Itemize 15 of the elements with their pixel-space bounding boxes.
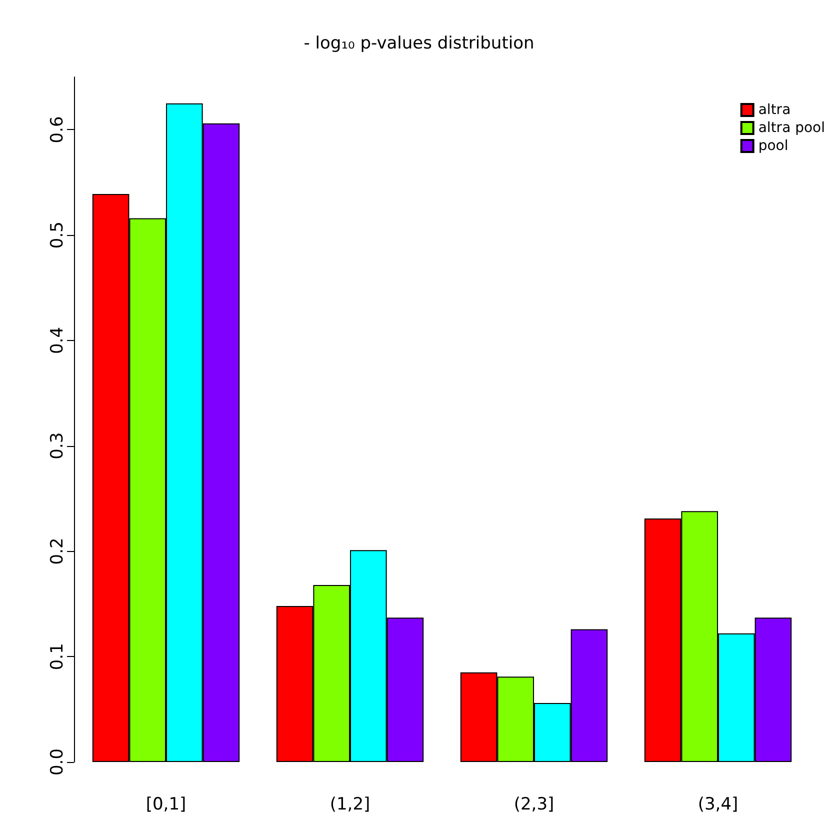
y-tick-label: 0.1 <box>48 643 68 670</box>
y-tick-label: 0.5 <box>48 222 68 249</box>
y-tick-label: 0.4 <box>48 326 68 354</box>
legend-label: altra <box>758 102 791 118</box>
x-tick-label: [0,1] <box>146 794 186 814</box>
legend-label: altra pool <box>758 120 826 136</box>
x-tick-label: (1,2] <box>330 794 370 814</box>
chart-title: - log₁₀ p-values distribution <box>304 34 534 54</box>
x-tick-label: (3,4] <box>698 794 738 814</box>
y-tick-label: 0.2 <box>48 538 68 565</box>
y-tick-label: 0.6 <box>48 116 68 144</box>
y-tick-label: 0.3 <box>48 432 68 460</box>
y-tick-label: 0.0 <box>48 748 68 776</box>
legend-label: pool <box>758 138 788 154</box>
x-tick-label: (2,3] <box>514 794 554 814</box>
